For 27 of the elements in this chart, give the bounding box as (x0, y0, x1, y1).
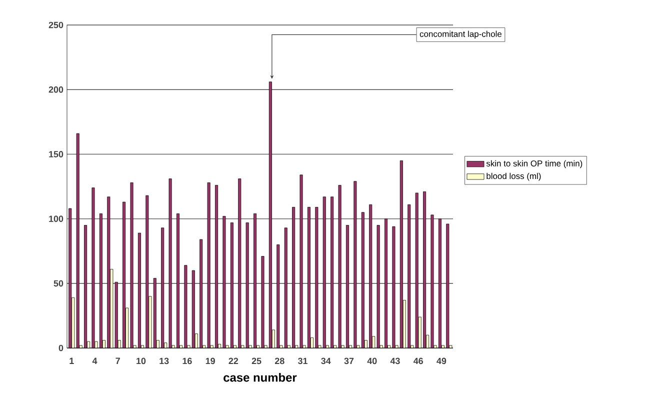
x-tick-label: 16 (182, 358, 192, 364)
x-tick-label: 49 (436, 358, 446, 364)
y-tick-label: 100 (49, 216, 64, 222)
x-axis-title: case number (224, 372, 297, 382)
x-tick-label: 22 (228, 358, 238, 364)
x-tick-label: 37 (344, 358, 354, 364)
legend-label: skin to skin OP time (min) (486, 160, 582, 168)
y-tick-label: 150 (49, 151, 64, 158)
x-tick-label: 13 (160, 358, 169, 364)
x-tick-label: 7 (116, 358, 120, 364)
x-tick-label: 46 (413, 358, 423, 364)
x-tick-label: 1 (70, 358, 74, 364)
x-tick-label: 31 (298, 358, 308, 364)
x-tick-label: 28 (274, 358, 284, 364)
y-tick-label: 200 (48, 86, 64, 93)
y-tick-label: 50 (54, 280, 64, 287)
x-tick-label: 25 (252, 358, 262, 364)
x-tick-label: 34 (321, 358, 331, 364)
y-tick-label: 0 (58, 344, 64, 352)
annotation: concomitant lap-chole (420, 30, 502, 39)
x-tick-label: 43 (390, 358, 400, 364)
x-tick-label: 4 (92, 358, 98, 364)
x-tick-label: 40 (367, 358, 377, 364)
x-tick-label: 19 (206, 358, 215, 364)
legend-label: blood loss (ml) (486, 172, 541, 181)
x-tick-label: 10 (136, 358, 146, 364)
y-tick-label: 250 (48, 22, 64, 28)
